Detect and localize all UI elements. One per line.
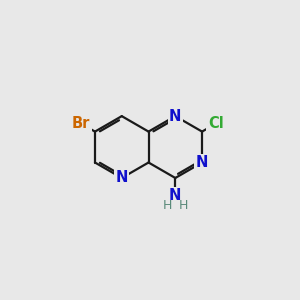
- Text: N: N: [116, 170, 128, 185]
- Text: N: N: [169, 109, 182, 124]
- Text: Br: Br: [72, 116, 90, 131]
- Text: N: N: [169, 188, 182, 203]
- Text: N: N: [196, 155, 208, 170]
- Text: H: H: [162, 199, 172, 212]
- Text: Cl: Cl: [208, 116, 224, 131]
- Text: H: H: [179, 199, 188, 212]
